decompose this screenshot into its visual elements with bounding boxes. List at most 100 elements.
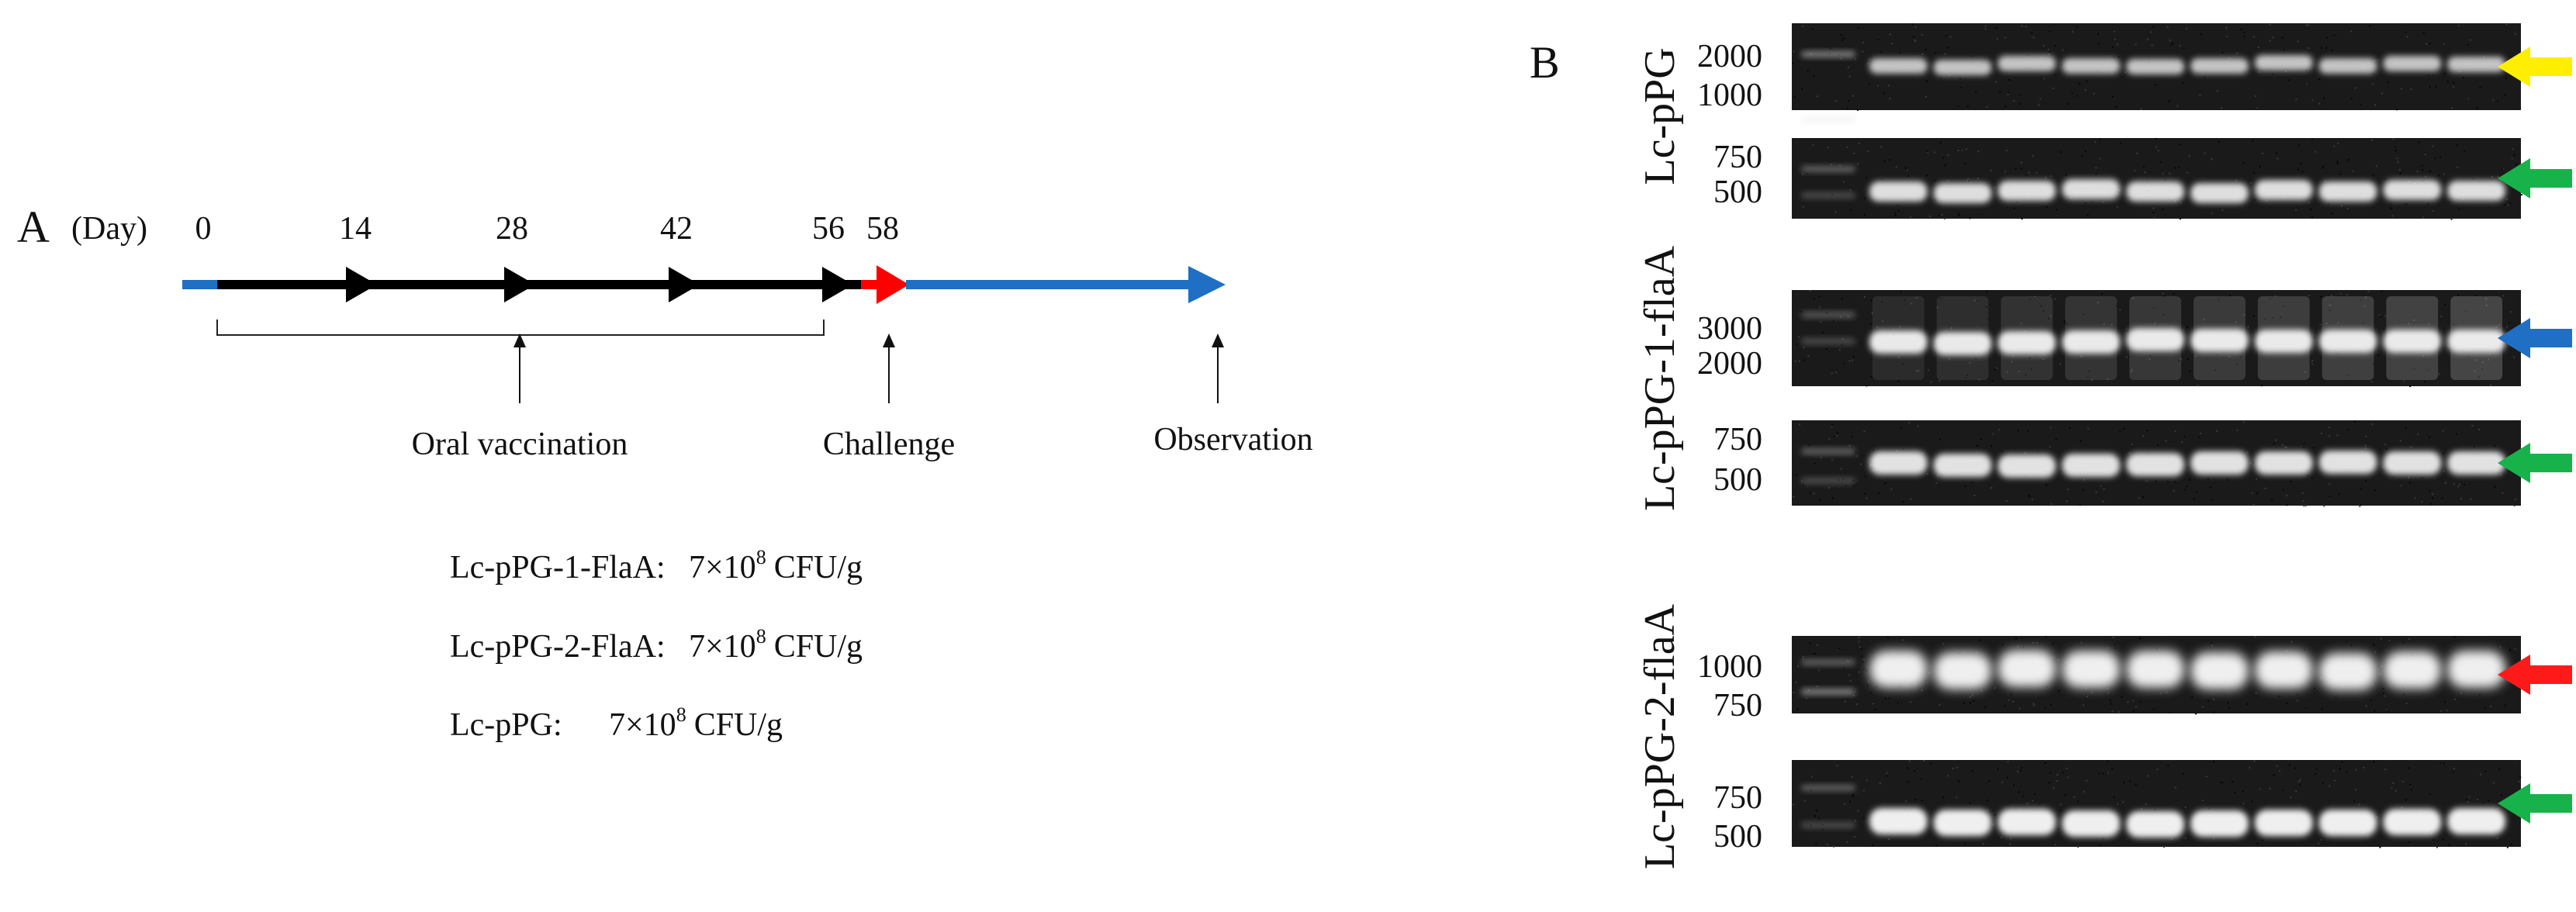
sample-band (2062, 330, 2121, 354)
gel-speckle (1860, 463, 1862, 465)
gel-speckle (2421, 501, 2423, 503)
gel-speckle (2174, 430, 2177, 432)
dose-list: Lc-pPG-1-FlaA: 7×108 CFU/g Lc-pPG-2-FlaA:… (450, 546, 863, 743)
sample-band (2126, 811, 2184, 838)
gel-speckle (1862, 661, 1865, 663)
gel-speckle (2295, 209, 2297, 211)
gel-speckle (2281, 444, 2284, 446)
gel-speckle (2303, 505, 2305, 507)
gel-speckle (2177, 105, 2179, 107)
dose-strain: Lc-pPG: (450, 707, 562, 743)
sample-band (1869, 808, 1928, 834)
marker-label: 750 (1713, 422, 1762, 458)
gel-speckle (2037, 451, 2039, 453)
group-label-lc-ppg-1-flaa: Lc-pPG-1-flaA (1636, 245, 1684, 511)
gel-speckle (2402, 693, 2405, 695)
gel-speckle (2054, 45, 2056, 47)
gel-speckle (2063, 320, 2066, 322)
gel-speckle (2319, 323, 2322, 326)
gel-speckle (2384, 769, 2387, 770)
gel-speckle (2159, 693, 2162, 695)
vaccination-bracket (216, 320, 825, 336)
gel-speckle (2354, 789, 2356, 791)
gel-speckle (2052, 87, 2054, 89)
gel-speckle (2007, 93, 2009, 95)
gel-speckle (2031, 32, 2033, 34)
gel-speckle (2024, 26, 2027, 28)
gel-speckle (2021, 161, 2022, 164)
gel-speckle (1995, 27, 1997, 29)
gel-speckle (2201, 706, 2204, 708)
gel-speckle (2280, 316, 2282, 319)
gel-speckle (2296, 700, 2298, 702)
gel-speckle (2006, 499, 2008, 502)
gel-speckle (2006, 150, 2007, 151)
gel-speckle (1887, 637, 1890, 639)
gel-speckle (1897, 702, 1899, 704)
gel-speckle (1964, 842, 1966, 845)
gel-speckle (2484, 771, 2486, 772)
gel-speckle (1910, 302, 1913, 305)
gel-speckle (2320, 432, 2322, 434)
gel-speckle (1880, 146, 1883, 148)
gel-speckle (1857, 27, 1859, 29)
gel-speckle (1959, 78, 1962, 80)
gel-speckle (2275, 439, 2277, 441)
gel-speckle (1889, 97, 1891, 99)
gel-speckle (2103, 323, 2105, 326)
marker-label: 750 (1713, 688, 1762, 724)
gel-speckle (1855, 483, 1857, 485)
gel-speckle (2197, 436, 2200, 438)
gel-speckle (1831, 372, 1833, 375)
gel-speckle (2059, 803, 2062, 806)
gel-speckle (2505, 199, 2508, 200)
gel-speckle (1925, 80, 1928, 82)
gel-speckle (2254, 636, 2256, 638)
gel-speckle (1900, 427, 1902, 430)
gel-speckle (2242, 803, 2245, 805)
gel-speckle (1941, 214, 1943, 216)
sample-band (2318, 58, 2377, 74)
gel-speckle (1793, 692, 1795, 694)
gel-speckle (2169, 172, 2171, 174)
gel-speckle (2144, 171, 2146, 174)
sample-band (2318, 451, 2377, 474)
gel-speckle (2142, 435, 2144, 437)
gel-speckle (2007, 699, 2010, 701)
gel-speckle (2163, 295, 2166, 298)
gel-speckle (2231, 781, 2233, 783)
gel-speckle (2022, 646, 2024, 648)
gel-speckle (1911, 23, 1914, 26)
gel-strip (1792, 760, 2522, 848)
gel-speckle (2353, 420, 2356, 423)
timeline-arrowhead-28 (504, 267, 535, 302)
gel-speckle (2045, 484, 2047, 486)
gel-speckle (2012, 355, 2014, 358)
gel-speckle (2114, 38, 2116, 40)
gel-speckle (2376, 164, 2378, 167)
gel-speckle (1829, 47, 1831, 50)
gel-speckle (2076, 95, 2078, 97)
gel-speckle (2018, 103, 2021, 105)
gel-speckle (2307, 24, 2309, 26)
gel-speckle (2282, 789, 2284, 792)
gel-speckle (2067, 489, 2069, 491)
gel-speckle (1793, 496, 1795, 498)
gel-speckle (1809, 492, 1811, 494)
gel-speckle (2011, 693, 2013, 696)
gel-speckle (2305, 70, 2308, 72)
gel-speckle (2140, 108, 2142, 110)
gel-speckle (2156, 146, 2157, 148)
gel-speckle (1865, 385, 1868, 387)
gel-speckle (2513, 154, 2515, 156)
gel-speckle (2032, 36, 2035, 39)
gel-speckle (2325, 47, 2327, 49)
gel-speckle (1984, 706, 1986, 708)
gel-speckle (2258, 71, 2260, 74)
gel-speckle (1980, 438, 1982, 440)
gel-speckle (2425, 154, 2426, 156)
gel-speckle (2296, 693, 2298, 696)
gel-speckle (1832, 497, 1834, 499)
gel-speckle (2256, 108, 2258, 110)
gel-speckle (1820, 457, 1822, 459)
